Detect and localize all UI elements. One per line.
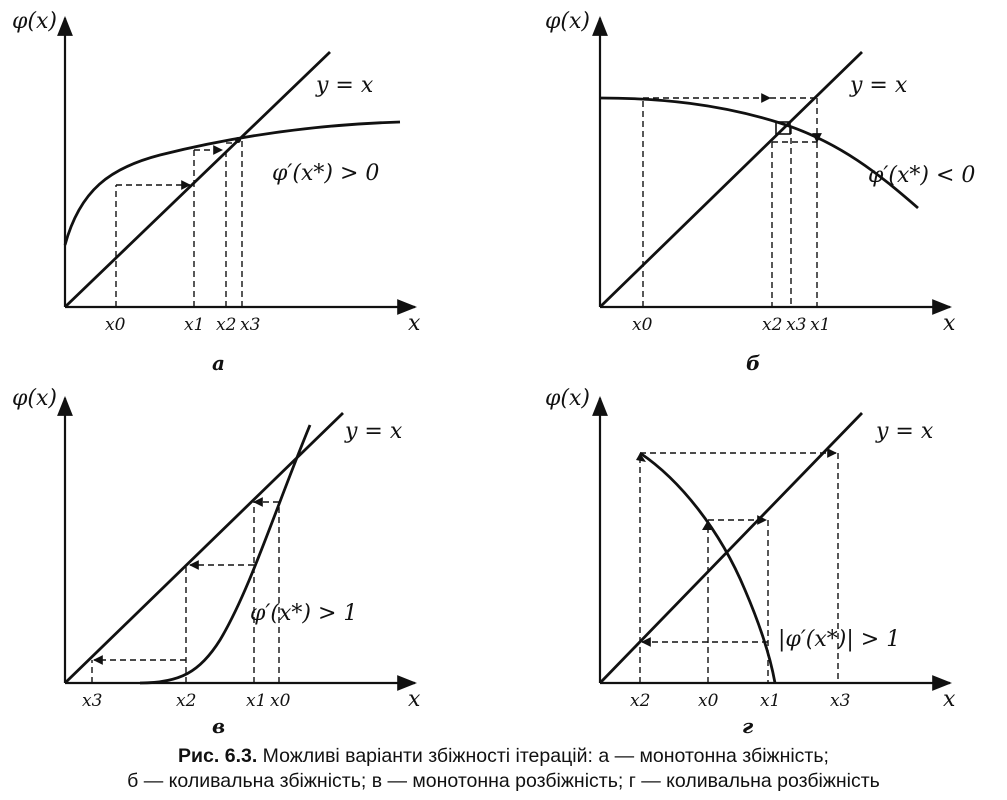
panel-c-y-axis-label: φ(x) <box>12 386 57 411</box>
panel-d-tick-x1: x1 <box>760 691 780 711</box>
panel-a-x-axis-label: x <box>408 311 421 336</box>
panel-c-curve-label: φ′(x*) > 1 <box>250 601 357 626</box>
panel-b: φ(x) x y = x φ′(x*) < 0 x0 x2 x3 x1 б <box>545 9 975 375</box>
panel-a-tick-x1: x1 <box>184 315 204 335</box>
panel-b-identity-line <box>599 50 863 309</box>
panel-a-phi-curve <box>63 120 401 246</box>
panel-c-x-axis-label: x <box>408 687 421 712</box>
panel-b-curve-label: φ′(x*) < 0 <box>868 163 975 188</box>
panel-b-tick-x1: x1 <box>810 315 830 335</box>
panel-a-identity-line <box>64 50 331 309</box>
panel-c-phi-curve <box>139 424 312 685</box>
panel-c-sublabel: в <box>212 714 225 738</box>
panel-b-x-axis-label: x <box>943 311 956 336</box>
panel-d: φ(x) x y = x |φ′(x*)| > 1 x2 x0 x1 x3 г <box>545 386 956 738</box>
panel-d-tick-x2: x2 <box>630 691 650 711</box>
panel-a: φ(x) x y = x φ′(x*) > 0 x0 x1 x2 x3 а <box>12 9 421 375</box>
panel-d-tick-x3: x3 <box>830 691 850 711</box>
panel-a-tick-x2: x2 <box>216 315 236 335</box>
panel-a-fixed-point <box>235 137 241 143</box>
panel-a-curve-label: φ′(x*) > 0 <box>272 161 379 186</box>
panel-c-tick-x2: x2 <box>176 691 196 711</box>
panel-b-sublabel: б <box>746 351 760 375</box>
caption-line-1-text: Можливі варіанти збіжності ітерацій: а —… <box>262 745 829 767</box>
panel-c-tick-x3: x3 <box>82 691 102 711</box>
panel-a-tick-x0: x0 <box>105 315 126 335</box>
panel-c-tick-x1: x1 <box>246 691 266 711</box>
panel-b-line-label: y = x <box>849 73 908 98</box>
panel-d-x-axis-label: x <box>943 687 956 712</box>
panel-b-tick-x2: x2 <box>762 315 782 335</box>
panel-c-line-label: y = x <box>344 419 403 444</box>
panel-d-sublabel: г <box>742 714 754 738</box>
panel-d-line-label: y = x <box>875 419 934 444</box>
panel-d-y-axis-label: φ(x) <box>545 386 590 411</box>
caption-label: Рис. 6.3. <box>178 745 258 767</box>
panel-d-curve-label: |φ′(x*)| > 1 <box>778 627 900 652</box>
panel-a-y-axis-label: φ(x) <box>12 9 57 34</box>
panel-c-identity-line <box>64 411 344 685</box>
panel-b-spiral <box>775 121 791 135</box>
panel-b-tick-x3: x3 <box>786 315 806 335</box>
figure-caption: Рис. 6.3. Можливі варіанти збіжності іте… <box>0 744 1007 794</box>
panel-c: φ(x) x y = x φ′(x*) > 1 x3 x2 x1 x0 в <box>12 386 421 738</box>
iteration-convergence-figure: φ(x) x y = x φ′(x*) > 0 x0 x1 x2 x3 а φ(… <box>12 9 975 738</box>
panel-a-tick-x3: x3 <box>240 315 260 335</box>
panel-b-tick-x0: x0 <box>632 315 653 335</box>
panel-a-line-label: y = x <box>315 73 374 98</box>
panel-d-tick-x0: x0 <box>698 691 719 711</box>
panel-c-tick-x0: x0 <box>270 691 291 711</box>
panel-a-sublabel: а <box>212 351 225 375</box>
panel-d-arrowhead-mid <box>702 520 714 530</box>
caption-line-2: б — коливальна збіжність; в — монотонна … <box>127 770 880 792</box>
panel-b-phi-curve <box>599 96 919 210</box>
panel-d-arrowhead-up <box>636 453 646 462</box>
caption-line-1: Рис. 6.3. Можливі варіанти збіжності іте… <box>0 744 1007 769</box>
panel-b-y-axis-label: φ(x) <box>545 9 590 34</box>
